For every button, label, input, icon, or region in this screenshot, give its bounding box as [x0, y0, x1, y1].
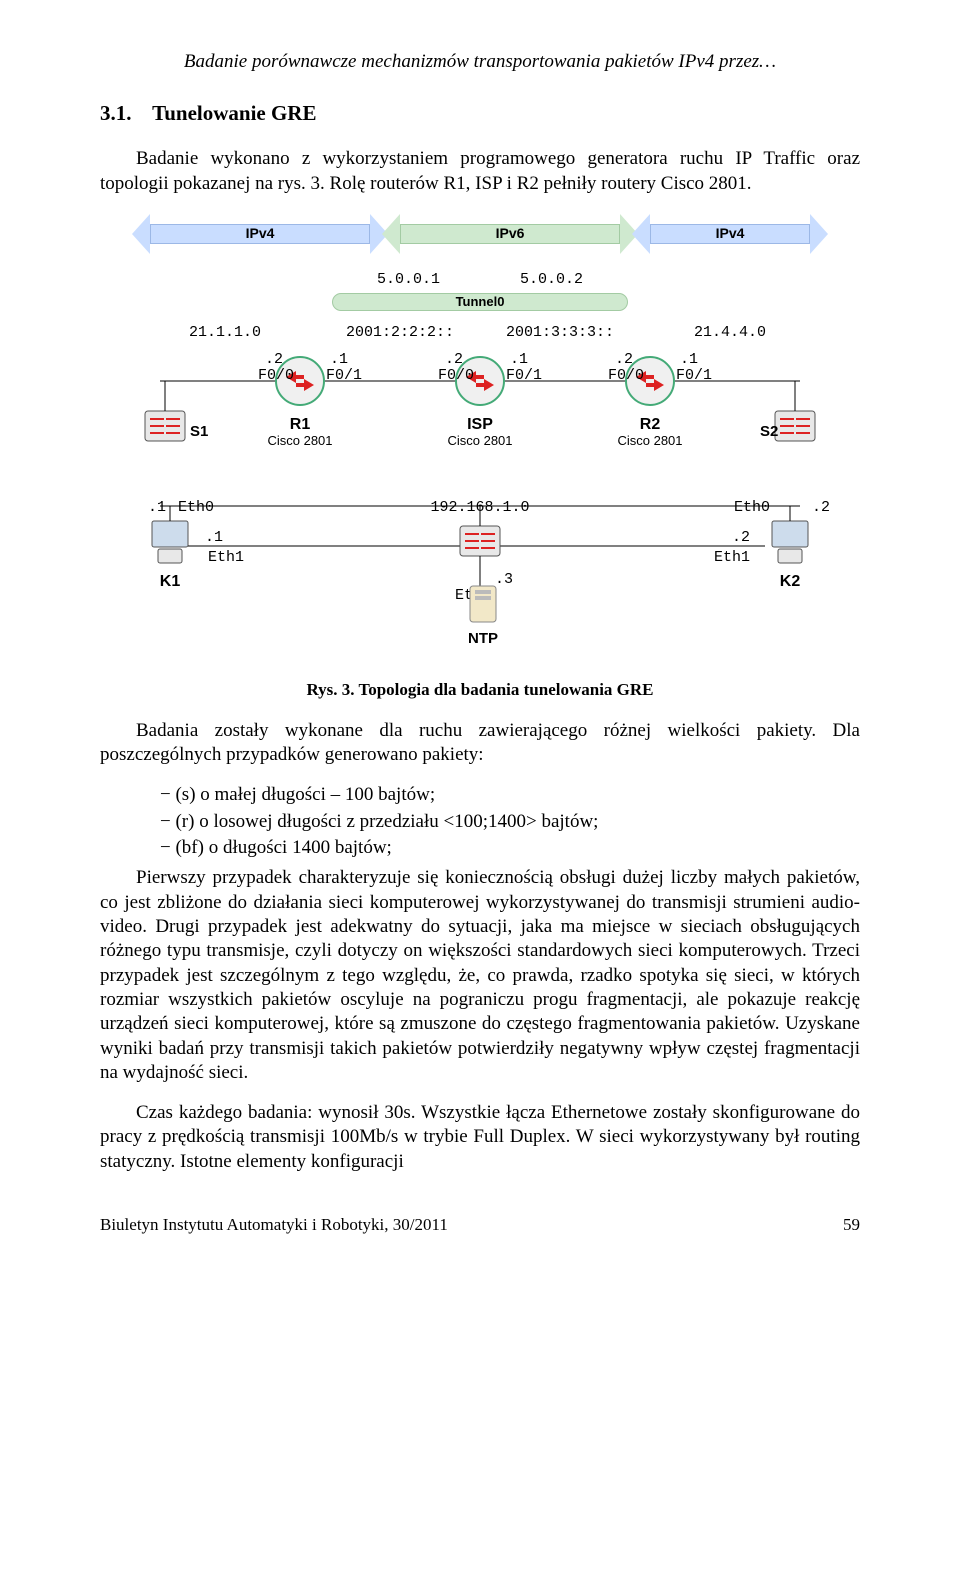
- svg-text:2001:2:2:2::: 2001:2:2:2::: [346, 324, 454, 341]
- svg-text:21.1.1.0: 21.1.1.0: [189, 324, 261, 341]
- svg-text:.1: .1: [330, 351, 348, 368]
- running-head: Badanie porównawcze mechanizmów transpor…: [100, 50, 860, 74]
- svg-text:.1: .1: [148, 499, 166, 516]
- topology-diagram: IPv4 IPv6 IPv4 5.0.0.1 5.0.0.2 Tunnel0 2…: [130, 212, 830, 671]
- arrow-ipv4-right: IPv4: [650, 220, 810, 248]
- paragraph-2b: Pierwszy przypadek charakteryzuje się ko…: [100, 866, 860, 1085]
- tunnel-ip-left: 5.0.0.1: [377, 270, 440, 289]
- svg-text:R2: R2: [640, 416, 661, 433]
- svg-text:F0/0: F0/0: [258, 367, 294, 384]
- section-title: 3.1. Tunelowanie GRE: [100, 100, 860, 127]
- tunnel-bar: Tunnel0: [332, 293, 628, 311]
- router-row-svg: 21.1.1.0 2001:2:2:2:: 2001:3:3:3:: 21.4.…: [130, 321, 830, 491]
- svg-text:F0/1: F0/1: [506, 367, 542, 384]
- arrow-ipv4-left: IPv4: [150, 220, 370, 248]
- svg-text:F0/0: F0/0: [608, 367, 644, 384]
- svg-text:S2: S2: [760, 423, 778, 440]
- label-ipv4-r: IPv4: [716, 225, 745, 243]
- svg-text:S1: S1: [190, 423, 208, 440]
- svg-text:.2: .2: [615, 351, 633, 368]
- footer-page-number: 59: [843, 1214, 860, 1236]
- svg-text:F0/0: F0/0: [438, 367, 474, 384]
- svg-text:.2: .2: [265, 351, 283, 368]
- svg-text:.2: .2: [732, 529, 750, 546]
- svg-text:Eth0: Eth0: [734, 499, 770, 516]
- paragraph-intro: Badanie wykonano z wykorzystaniem progra…: [100, 147, 860, 196]
- svg-text:Cisco 2801: Cisco 2801: [267, 433, 332, 448]
- bullet-item: (bf) o długości 1400 bajtów;: [160, 836, 860, 860]
- svg-text:K2: K2: [780, 573, 801, 590]
- svg-text:.1: .1: [680, 351, 698, 368]
- svg-text:.1: .1: [205, 529, 223, 546]
- svg-text:NTP: NTP: [468, 630, 498, 647]
- page-footer: Biuletyn Instytutu Automatyki i Robotyki…: [100, 1214, 860, 1236]
- footer-left: Biuletyn Instytutu Automatyki i Robotyki…: [100, 1214, 448, 1236]
- svg-text:Eth1: Eth1: [208, 549, 244, 566]
- svg-text:Cisco 2801: Cisco 2801: [617, 433, 682, 448]
- section-number: 3.1.: [100, 101, 132, 125]
- tunnel-ip-right: 5.0.0.2: [520, 270, 583, 289]
- svg-text:.2: .2: [812, 499, 830, 516]
- svg-text:Eth0: Eth0: [178, 499, 214, 516]
- pc-row-svg: .1 Eth0 Eth0 .2 192.168.1.0 .1 .2 Eth1 E…: [130, 491, 830, 671]
- svg-text:F0/1: F0/1: [326, 367, 362, 384]
- tunnel-label: Tunnel0: [456, 294, 505, 311]
- svg-text:Eth1: Eth1: [714, 549, 750, 566]
- svg-text:F0/1: F0/1: [676, 367, 712, 384]
- label-ipv6: IPv6: [496, 225, 525, 243]
- svg-text:2001:3:3:3::: 2001:3:3:3::: [506, 324, 614, 341]
- svg-text:.2: .2: [445, 351, 463, 368]
- figure-caption: Rys. 3. Topologia dla badania tunelowani…: [100, 679, 860, 701]
- svg-text:21.4.4.0: 21.4.4.0: [694, 324, 766, 341]
- section-name: Tunelowanie GRE: [152, 101, 316, 125]
- paragraph-3: Czas każdego badania: wynosił 30s. Wszys…: [100, 1101, 860, 1174]
- svg-text:R1: R1: [290, 416, 311, 433]
- paragraph-2a: Badania zostały wykonane dla ruchu zawie…: [100, 719, 860, 768]
- svg-text:.1: .1: [510, 351, 528, 368]
- svg-text:K1: K1: [160, 573, 181, 590]
- bullet-item: (s) o małej długości – 100 bajtów;: [160, 783, 860, 807]
- bullet-list: (s) o małej długości – 100 bajtów; (r) o…: [100, 783, 860, 860]
- svg-text:Cisco 2801: Cisco 2801: [447, 433, 512, 448]
- svg-text:ISP: ISP: [467, 416, 493, 433]
- label-ipv4: IPv4: [246, 225, 275, 243]
- arrow-ipv6: IPv6: [400, 220, 620, 248]
- svg-text:.3: .3: [495, 571, 513, 588]
- bullet-item: (r) o losowej długości z przedziału <100…: [160, 810, 860, 834]
